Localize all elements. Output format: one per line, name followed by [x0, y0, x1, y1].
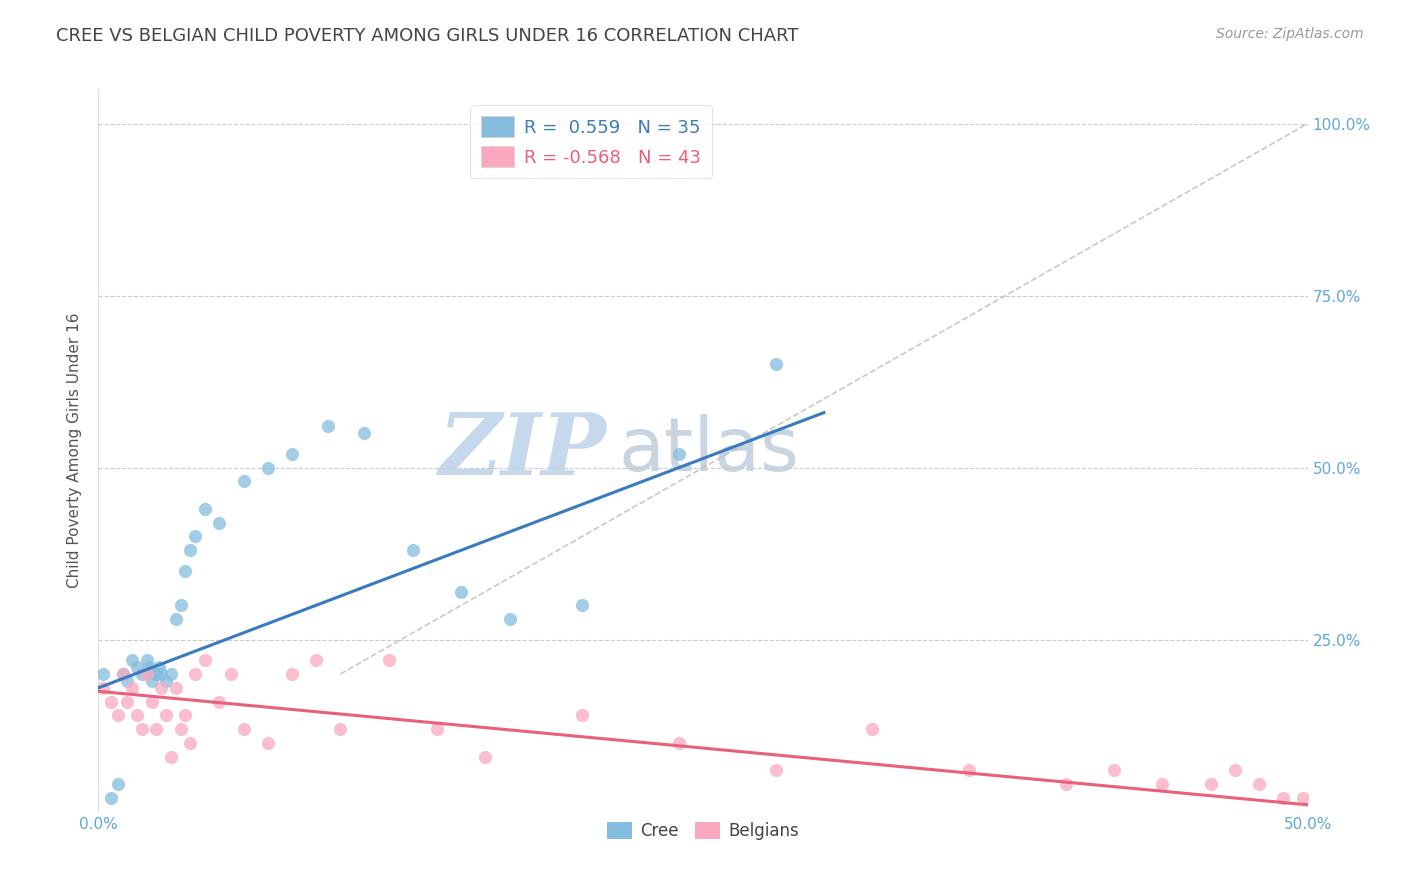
Point: [474, 749, 496, 764]
Point: [117, 695, 139, 709]
Point: [107, 777, 129, 791]
Point: [353, 426, 375, 441]
Point: [160, 749, 183, 764]
Point: [143, 667, 166, 681]
Point: [135, 667, 157, 681]
Point: [194, 653, 217, 667]
Text: Source: ZipAtlas.com: Source: ZipAtlas.com: [1216, 27, 1364, 41]
Point: [194, 502, 217, 516]
Point: [150, 667, 173, 681]
Point: [402, 543, 425, 558]
Text: atlas: atlas: [619, 414, 800, 487]
Point: [174, 564, 197, 578]
Point: [121, 653, 143, 667]
Point: [232, 722, 254, 736]
Point: [316, 419, 339, 434]
Point: [957, 764, 980, 778]
Point: [127, 708, 149, 723]
Point: [184, 667, 207, 681]
Point: [150, 681, 173, 695]
Point: [256, 460, 278, 475]
Point: [155, 708, 177, 723]
Point: [377, 653, 399, 667]
Point: [131, 667, 153, 681]
Point: [127, 660, 149, 674]
Point: [141, 695, 163, 709]
Point: [91, 667, 114, 681]
Point: [860, 722, 883, 736]
Legend: Cree, Belgians: Cree, Belgians: [600, 815, 806, 847]
Y-axis label: Child Poverty Among Girls Under 16: Child Poverty Among Girls Under 16: [67, 313, 83, 588]
Point: [450, 584, 472, 599]
Point: [305, 653, 328, 667]
Point: [1272, 791, 1295, 805]
Point: [155, 673, 177, 688]
Point: [765, 358, 787, 372]
Point: [1102, 764, 1125, 778]
Point: [208, 695, 231, 709]
Point: [1249, 777, 1271, 791]
Point: [135, 653, 157, 667]
Point: [141, 673, 163, 688]
Point: [169, 599, 191, 613]
Point: [281, 447, 304, 461]
Point: [281, 667, 304, 681]
Point: [145, 722, 167, 736]
Text: CREE VS BELGIAN CHILD POVERTY AMONG GIRLS UNDER 16 CORRELATION CHART: CREE VS BELGIAN CHILD POVERTY AMONG GIRL…: [56, 27, 799, 45]
Point: [1199, 777, 1222, 791]
Point: [232, 475, 254, 489]
Point: [91, 681, 114, 695]
Point: [169, 722, 191, 736]
Point: [256, 736, 278, 750]
Point: [184, 529, 207, 543]
Point: [571, 599, 593, 613]
Point: [117, 673, 139, 688]
Point: [179, 543, 201, 558]
Point: [329, 722, 352, 736]
Point: [668, 447, 690, 461]
Point: [221, 667, 243, 681]
Point: [121, 681, 143, 695]
Point: [571, 708, 593, 723]
Point: [138, 660, 160, 674]
Point: [498, 612, 520, 626]
Point: [1152, 777, 1174, 791]
Point: [1054, 777, 1077, 791]
Point: [165, 612, 187, 626]
Point: [145, 667, 167, 681]
Point: [111, 667, 134, 681]
Point: [208, 516, 231, 530]
Point: [1292, 791, 1315, 805]
Point: [1223, 764, 1246, 778]
Point: [765, 764, 787, 778]
Point: [100, 695, 122, 709]
Point: [148, 660, 170, 674]
Point: [426, 722, 449, 736]
Point: [111, 667, 134, 681]
Point: [165, 681, 187, 695]
Point: [131, 722, 153, 736]
Text: ZIP: ZIP: [439, 409, 606, 492]
Point: [160, 667, 183, 681]
Point: [179, 736, 201, 750]
Point: [107, 708, 129, 723]
Point: [100, 791, 122, 805]
Point: [668, 736, 690, 750]
Point: [174, 708, 197, 723]
